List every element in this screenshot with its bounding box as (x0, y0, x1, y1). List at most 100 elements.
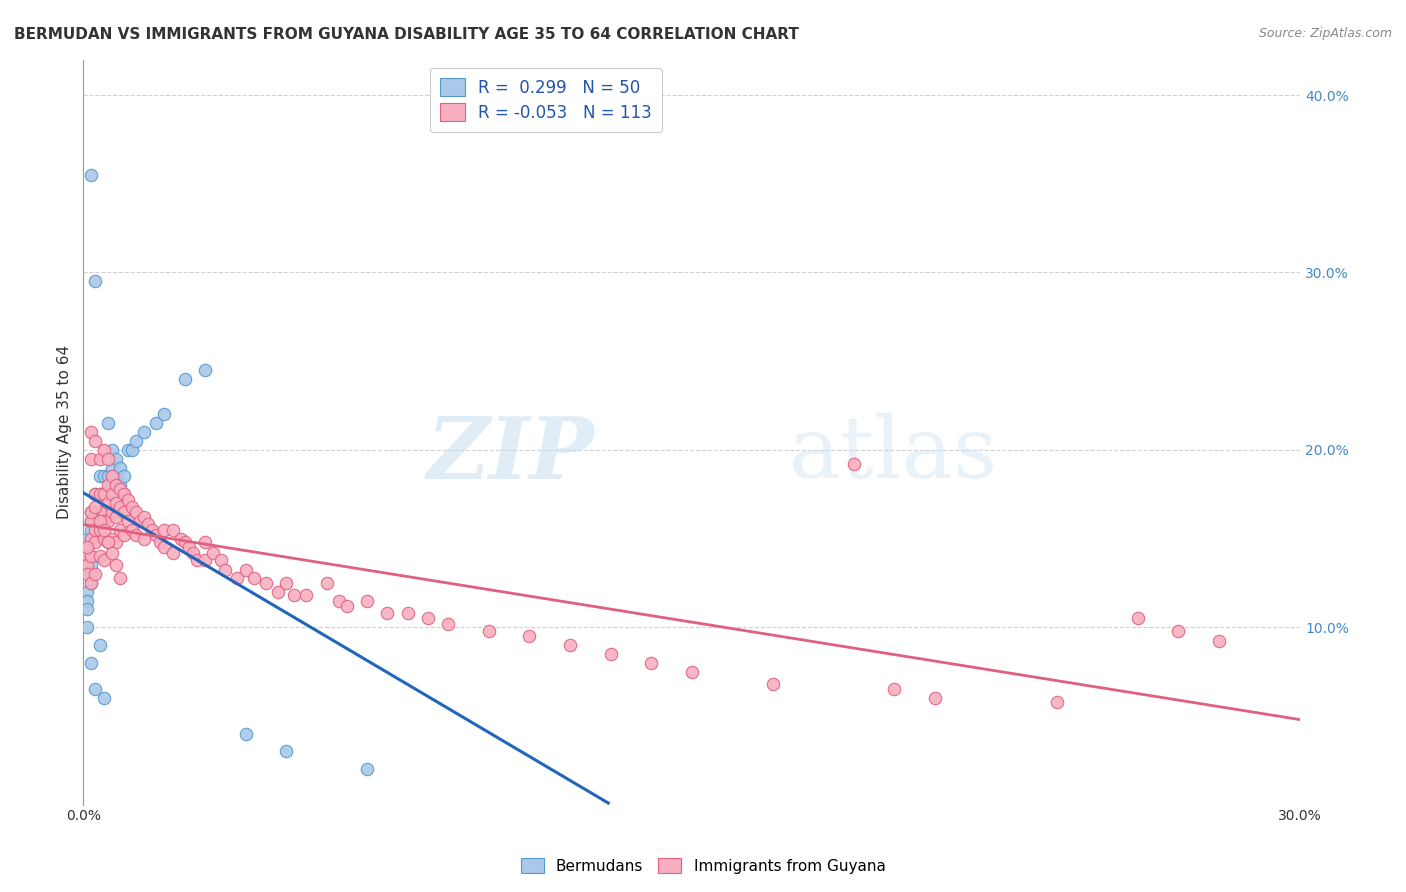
Point (80, 425, 103, 439)
Point (100, 469, 122, 483)
Point (93, 442, 115, 457)
Point (104, 478, 127, 492)
Point (173, 535, 195, 549)
Point (162, 523, 184, 537)
Point (356, 762, 378, 776)
Point (93, 505, 115, 519)
Point (97, 469, 120, 483)
Point (100, 487, 122, 501)
Point (599, 647, 621, 661)
Point (76, 558, 98, 573)
Point (112, 487, 135, 501)
Point (76, 532, 98, 546)
Point (104, 558, 127, 573)
Text: ZIP: ZIP (426, 413, 595, 496)
Point (134, 425, 156, 439)
Point (84, 523, 107, 537)
Point (89, 549, 111, 564)
Point (84, 500, 107, 514)
Point (842, 457, 865, 471)
Point (80, 575, 103, 590)
Point (84, 535, 107, 549)
Point (328, 593, 350, 607)
Point (76, 567, 98, 582)
Point (129, 514, 152, 528)
Point (226, 570, 249, 584)
Point (267, 584, 290, 599)
Point (84, 523, 107, 537)
Point (100, 532, 122, 546)
Point (883, 682, 905, 697)
Point (93, 514, 115, 528)
Point (121, 500, 143, 514)
Legend: R =  0.299   N = 50, R = -0.053   N = 113: R = 0.299 N = 50, R = -0.053 N = 113 (430, 68, 662, 132)
Point (125, 505, 148, 519)
Point (97, 478, 120, 492)
Point (80, 549, 103, 564)
Point (145, 416, 167, 430)
Point (93, 523, 115, 537)
Point (97, 416, 120, 430)
Point (104, 535, 127, 549)
Point (112, 505, 135, 519)
Point (121, 523, 143, 537)
Point (336, 599, 359, 613)
Point (377, 606, 399, 620)
Point (100, 460, 122, 475)
Point (80, 549, 103, 564)
Point (1046, 695, 1069, 709)
Point (202, 546, 225, 560)
Point (80, 523, 103, 537)
Point (194, 363, 217, 377)
Point (89, 505, 111, 519)
Point (1208, 634, 1230, 648)
Point (100, 546, 122, 560)
Point (254, 575, 277, 590)
Point (558, 638, 581, 652)
Point (681, 665, 703, 679)
Point (97, 496, 120, 510)
Point (84, 682, 107, 697)
Point (89, 523, 111, 537)
Point (214, 564, 236, 578)
Point (80, 168, 103, 182)
Point (93, 469, 115, 483)
Point (112, 469, 135, 483)
Text: atlas: atlas (789, 413, 998, 496)
Point (76, 620, 98, 634)
Point (80, 567, 103, 582)
Point (76, 541, 98, 555)
Point (100, 478, 122, 492)
Point (104, 451, 127, 466)
Point (84, 505, 107, 519)
Point (93, 553, 115, 567)
Point (84, 505, 107, 519)
Point (97, 451, 120, 466)
Point (181, 546, 204, 560)
Point (84, 487, 107, 501)
Text: Source: ZipAtlas.com: Source: ZipAtlas.com (1258, 27, 1392, 40)
Point (76, 541, 98, 555)
Point (108, 482, 131, 496)
Point (76, 541, 98, 555)
Point (76, 593, 98, 607)
Point (84, 434, 107, 448)
Point (89, 638, 111, 652)
Point (315, 575, 337, 590)
Point (136, 517, 159, 532)
Point (194, 553, 217, 567)
Point (283, 588, 305, 602)
Point (80, 505, 103, 519)
Point (89, 487, 111, 501)
Point (112, 528, 135, 542)
Point (762, 677, 785, 691)
Point (125, 528, 148, 542)
Point (356, 593, 378, 607)
Point (93, 505, 115, 519)
Point (149, 535, 172, 549)
Point (274, 575, 297, 590)
Point (121, 442, 143, 457)
Point (1126, 611, 1149, 625)
Point (97, 487, 120, 501)
Point (235, 726, 257, 740)
